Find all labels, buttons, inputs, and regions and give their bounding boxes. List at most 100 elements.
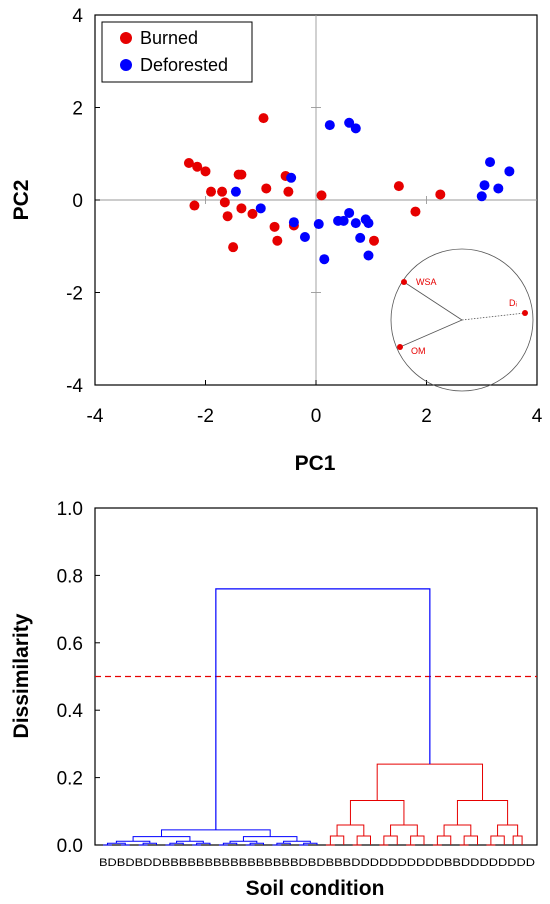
legend-box (101, 21, 253, 83)
point-deforested (485, 157, 496, 168)
inset-point-d (522, 310, 528, 316)
point-burned (393, 181, 404, 192)
legend-label-burned: Burned (140, 28, 198, 48)
loading-inset: WSA Dᵢ OM (390, 248, 534, 392)
point-deforested (319, 254, 330, 265)
branch-cluster-red (329, 835, 345, 845)
point-deforested (313, 219, 324, 230)
point-deforested (344, 207, 355, 218)
point-deforested (338, 215, 349, 226)
point-burned (369, 235, 380, 246)
legend-marker-burned (120, 32, 132, 44)
pca-y-tick-label: -2 (66, 284, 83, 305)
point-deforested (363, 250, 374, 261)
legend-marker-deforested (120, 59, 132, 71)
pca-x-tick-label: -2 (197, 406, 214, 427)
point-deforested (286, 172, 297, 183)
inset-point-wsa (401, 279, 407, 285)
pca-scatter-plot: -4 -2 0 2 4 -4 -2 0 2 4 Burned Deforested WSA Dᵢ … (10, 6, 543, 475)
pca-tick-labels: -4 -2 0 2 4 -4 -2 0 2 4 (66, 6, 543, 427)
dendrogram-y-tick-label: 0.4 (57, 701, 84, 722)
pca-y-tick-label: 4 (72, 6, 83, 27)
branch-cluster-red (356, 835, 371, 845)
branch-cluster-red (497, 824, 519, 836)
point-burned (189, 200, 200, 211)
point-burned (236, 203, 247, 214)
dendrogram-y-tick-label: 1.0 (57, 499, 83, 520)
dendrogram-y-tick-label: 0.2 (57, 769, 83, 790)
branch-cluster-red (376, 763, 484, 801)
dendrogram-x-axis-label: Soil condition (246, 877, 385, 900)
inset-vector-d (461, 312, 526, 321)
inset-point-om (397, 344, 403, 350)
dendrogram-branches (103, 588, 523, 846)
point-burned (316, 190, 327, 201)
dendrogram-y-tick-label: 0.6 (57, 634, 83, 655)
point-deforested (350, 218, 361, 229)
branch-cluster-red (456, 800, 509, 825)
branch-cluster-red (383, 835, 398, 845)
branch-cluster-red (436, 835, 452, 845)
branch-cluster-red (512, 835, 523, 845)
branch-cluster-red (463, 835, 478, 845)
point-burned (435, 189, 446, 200)
branch-cluster-blue (161, 829, 271, 837)
pca-x-tick-label: -4 (87, 406, 104, 427)
point-burned (217, 186, 228, 197)
point-deforested (363, 218, 374, 229)
inset-circle (390, 248, 534, 392)
branch-cluster-blue (132, 836, 191, 842)
branch-cluster-red (490, 835, 505, 845)
legend-label-deforested: Deforested (140, 55, 228, 75)
point-burned (247, 208, 258, 219)
point-burned (192, 161, 203, 172)
point-burned (219, 197, 230, 208)
pca-x-tick-label: 4 (532, 406, 543, 427)
inset-label-wsa: WSA (416, 277, 437, 287)
pca-legend: Burned Deforested (101, 21, 253, 83)
point-deforested (493, 183, 504, 194)
pca-zero-lines (95, 15, 537, 385)
pca-y-tick-label: 0 (72, 191, 83, 212)
point-burned (228, 242, 239, 253)
point-deforested (324, 120, 335, 131)
point-deforested (344, 117, 355, 128)
pca-y-tick-label: -4 (66, 376, 83, 397)
point-deforested (476, 191, 487, 202)
dendrogram-tick-labels: 0.0 0.2 0.4 0.6 0.8 1.0 (57, 499, 84, 857)
leaf-labels: BDBDBDDBBBBBBBBBBBBBBBBDBDBBBDDDDDDDDDDB… (99, 857, 535, 869)
pca-x-tick-label: 2 (421, 406, 432, 427)
dendrogram-y-tick-label: 0.0 (57, 836, 83, 857)
point-burned (410, 206, 421, 217)
point-burned (222, 211, 233, 222)
point-burned (272, 235, 283, 246)
branch-cluster-blue (242, 836, 298, 842)
inset-label-d: Dᵢ (509, 298, 517, 308)
point-burned (283, 186, 294, 197)
point-deforested (504, 166, 515, 177)
branch-cluster-red (443, 824, 472, 836)
dendrogram-ticks (95, 507, 100, 846)
point-burned (200, 166, 211, 177)
point-burned (261, 183, 272, 194)
pca-y-tick-label: 2 (72, 99, 83, 120)
point-deforested (350, 123, 361, 134)
branch-root (215, 588, 431, 830)
dendrogram-plot: 0.0 0.2 0.4 0.6 0.8 1.0 BDBDBDDBBBBBBBBBBBBBB… (10, 499, 538, 900)
point-deforested (230, 186, 241, 197)
branch-cluster-red (349, 800, 405, 825)
branch-cluster-red (336, 824, 365, 836)
pca-points (183, 113, 515, 265)
point-burned (183, 158, 194, 168)
inset-label-om: OM (411, 346, 426, 356)
branch-cluster-red (410, 835, 425, 845)
point-deforested (288, 217, 299, 228)
point-deforested (255, 203, 266, 214)
point-burned (269, 221, 280, 232)
inset-vector-wsa (403, 281, 463, 321)
pca-ticks (94, 14, 538, 386)
point-deforested (299, 232, 310, 242)
point-deforested (479, 180, 490, 191)
dendrogram-y-axis-label: Dissimilarity (10, 613, 33, 738)
